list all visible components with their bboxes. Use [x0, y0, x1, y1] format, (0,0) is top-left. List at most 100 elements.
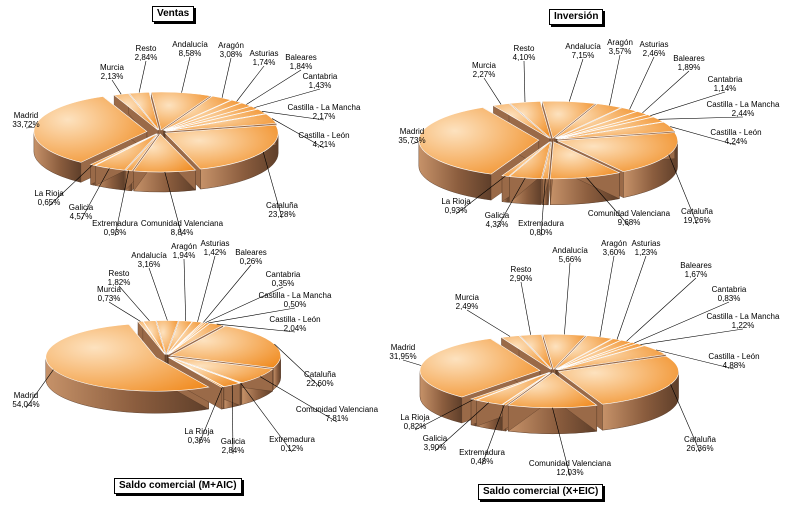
slice-label-comunidad-valenciana: Comunidad Valenciana — [296, 405, 379, 414]
leader-line-baleares — [203, 264, 252, 323]
slice-label-castilla-la-mancha: Castilla - La Mancha — [259, 291, 332, 300]
slice-value-cantabria: 0,35% — [272, 279, 295, 288]
slice-value-extremadura: 0,93% — [104, 228, 127, 237]
leader-line-cantabria — [650, 91, 726, 117]
slice-value-aragon: 1,94% — [173, 251, 196, 260]
slice-label-galicia: Galicia — [69, 203, 94, 212]
slice-murcia — [500, 335, 552, 370]
slice-value-castilla-leon: 4,21% — [313, 140, 336, 149]
leader-line-murcia — [466, 309, 511, 337]
leader-line-cantabria — [634, 301, 730, 344]
slice-value-castilla-la-mancha: 0,50% — [284, 300, 307, 309]
pie-tops — [45, 320, 281, 392]
slice-label-cataluna: Cataluña — [266, 201, 299, 210]
leader-line-andalucia — [568, 58, 584, 102]
leader-line-baleares — [626, 277, 697, 342]
slice-value-murcia: 0,73% — [98, 294, 121, 303]
slice-galicia — [508, 140, 552, 179]
slice-label-murcia: Murcia — [97, 285, 122, 294]
slice-label-resto: Resto — [136, 44, 157, 53]
leader-line-castilla-la-mancha — [658, 116, 744, 120]
slice-castilla-la-mancha — [557, 343, 645, 371]
slice-label-castilla-leon: Castilla - León — [269, 315, 320, 324]
leader-line-baleares — [642, 70, 690, 114]
chart-title-saldo-m-aic: Saldo comercial (M+AIC) — [114, 478, 242, 494]
slice-label-castilla-leon: Castilla - León — [710, 128, 761, 137]
slice-value-castilla-leon: 4,88% — [723, 361, 746, 370]
slice-label-extremadura: Extremadura — [92, 219, 138, 228]
slice-label-cantabria: Cantabria — [712, 285, 747, 294]
leader-line-galicia — [496, 177, 526, 229]
slice-madrid — [45, 323, 210, 392]
leader-line-castilla-leon — [656, 349, 735, 370]
slice-value-galicia: 2,84% — [222, 446, 245, 455]
slice-label-baleares: Baleares — [673, 54, 705, 63]
slice-galicia — [94, 133, 158, 171]
chart-title-saldo-x-eic: Saldo comercial (X+EIC) — [478, 484, 604, 500]
slice-label-andalucia: Andalucía — [131, 251, 167, 260]
slice-value-andalucia: 7,15% — [572, 51, 595, 60]
slice-value-comunidad-valenciana: 8,84% — [171, 228, 194, 237]
slice-la-rioja — [89, 133, 157, 166]
slice-value-cataluna: 19,26% — [683, 216, 710, 225]
leader-line-castilla-la-mancha — [261, 111, 325, 121]
leader-line-madrid — [402, 359, 422, 366]
slice-value-galicia: 3,90% — [424, 443, 447, 452]
leader-line-comunidad-valenciana — [164, 171, 183, 237]
slice-value-andalucia: 8,58% — [179, 49, 202, 58]
leader-line-andalucia — [564, 262, 571, 335]
slice-value-andalucia: 5,66% — [559, 255, 582, 264]
slice-label-comunidad-valenciana: Comunidad Valenciana — [141, 219, 224, 228]
leader-line-comunidad-valenciana — [586, 177, 630, 227]
slice-value-la-rioja: 0,82% — [404, 422, 427, 431]
leader-line-resto — [118, 285, 150, 322]
leader-line-castilla-la-mancha — [208, 307, 296, 324]
leader-line-cataluna — [668, 154, 698, 225]
leader-line-andalucia — [148, 267, 168, 321]
slice-value-resto: 4,10% — [513, 53, 536, 62]
slice-madrid — [33, 96, 148, 163]
slice-aragon — [166, 320, 193, 355]
slice-comunidad-valenciana — [549, 141, 621, 180]
leader-line-andalucia — [181, 56, 191, 93]
leader-line-cantabria — [254, 88, 321, 108]
slice-label-castilla-leon: Castilla - León — [708, 352, 759, 361]
slice-murcia — [492, 103, 550, 139]
slice-label-baleares: Baleares — [235, 248, 267, 257]
slice-label-baleares: Baleares — [285, 53, 317, 62]
leader-line-extremadura — [481, 404, 505, 466]
slice-value-cataluna: 23,28% — [268, 210, 295, 219]
leader-line-cantabria — [205, 286, 284, 323]
slice-label-extremadura: Extremadura — [518, 219, 564, 228]
leader-line-castilla-la-mancha — [640, 328, 744, 345]
slice-label-asturias: Asturias — [632, 239, 661, 248]
slice-value-madrid: 54,04% — [12, 400, 39, 409]
slice-value-murcia: 2,13% — [101, 72, 124, 81]
leader-line-baleares — [246, 69, 302, 105]
slice-label-andalucia: Andalucía — [172, 40, 208, 49]
leader-line-extremadura — [114, 170, 129, 237]
slice-label-castilla-la-mancha: Castilla - La Mancha — [288, 103, 361, 112]
leader-line-extremadura — [540, 178, 546, 237]
leader-line-cataluna — [262, 151, 283, 219]
slice-value-la-rioja: 0,65% — [38, 198, 61, 207]
leader-line-resto — [138, 60, 147, 93]
slice-label-madrid: Madrid — [391, 343, 415, 352]
slice-value-aragon: 3,57% — [609, 47, 632, 56]
leader-line-comunidad-valenciana — [552, 407, 571, 477]
leader-line-murcia — [483, 77, 502, 105]
leader-line-murcia — [111, 79, 122, 95]
leader-line-asturias — [616, 255, 647, 340]
slice-label-asturias: Asturias — [201, 239, 230, 248]
leader-line-galicia — [231, 385, 234, 455]
slice-label-aragon: Aragón — [171, 242, 197, 251]
slice-castilla-leon — [168, 322, 224, 355]
slice-value-murcia: 2,49% — [456, 302, 479, 311]
slice-label-asturias: Asturias — [640, 40, 669, 49]
slice-resto — [509, 101, 552, 140]
